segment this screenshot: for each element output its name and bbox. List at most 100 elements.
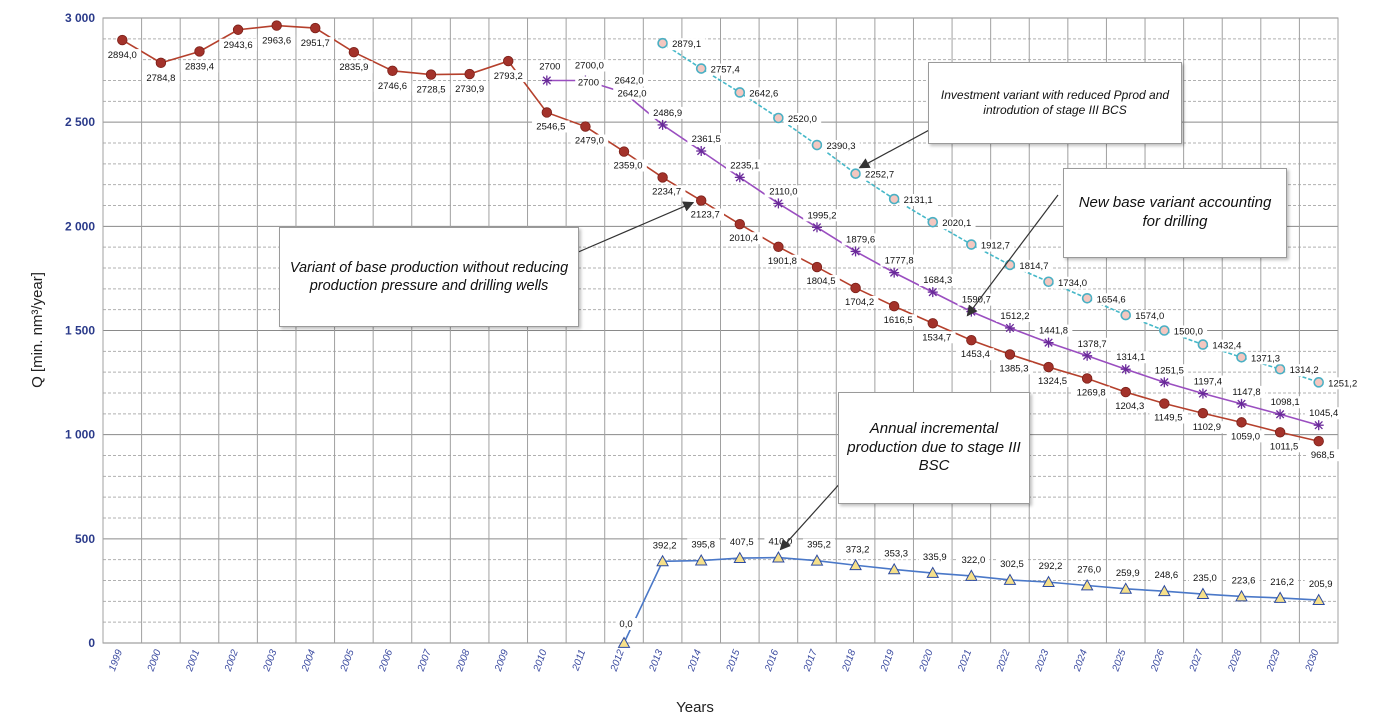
- x-tick-label: 2011: [570, 648, 588, 673]
- data-point-investment: [695, 63, 707, 74]
- data-label-base: 2839,4: [180, 60, 219, 72]
- data-point-incremental: [1235, 589, 1248, 602]
- data-label-investment: 1371,3: [1246, 352, 1285, 365]
- data-point-drilling: [1275, 409, 1286, 420]
- data-label-incremental: 395,2: [802, 538, 835, 551]
- data-point-drilling: [1236, 398, 1247, 409]
- x-tick-label: 1999: [107, 648, 125, 673]
- x-tick-label: 2030: [1303, 648, 1321, 674]
- x-tick-label: 2006: [377, 648, 395, 674]
- svg-text:2728,5: 2728,5: [417, 85, 446, 96]
- arrow-drilling: [966, 194, 1059, 317]
- svg-text:2546,5: 2546,5: [536, 121, 565, 132]
- y-axis-label: Q [min. nm³/year]: [29, 272, 46, 388]
- data-label-drilling: 1777,8: [880, 254, 918, 267]
- data-label-drilling: 1251,5: [1150, 364, 1189, 377]
- svg-text:1654,6: 1654,6: [1097, 294, 1126, 305]
- svg-text:216,2: 216,2: [1270, 577, 1294, 588]
- data-label-investment: 2520,0: [783, 113, 822, 125]
- data-point-investment: [1313, 377, 1325, 388]
- data-label-incremental: 392,2: [648, 539, 681, 552]
- data-point-base: [1313, 436, 1324, 447]
- data-point-investment: [657, 37, 668, 49]
- data-label-base: 2951,7: [296, 37, 335, 50]
- data-point-investment: [966, 239, 977, 250]
- data-point-base: [1120, 386, 1131, 398]
- svg-text:2123,7: 2123,7: [691, 210, 720, 221]
- data-point-incremental: [772, 551, 785, 563]
- data-label-investment: 1912,7: [976, 239, 1015, 252]
- data-label-base: 2234,7: [647, 185, 686, 198]
- data-label-drilling: 1378,7: [1073, 337, 1111, 350]
- svg-text:1251,2: 1251,2: [1328, 378, 1357, 389]
- data-point-base: [696, 195, 707, 206]
- data-point-investment: [734, 87, 746, 98]
- data-point-base: [117, 34, 128, 46]
- data-label-base: 2784,8: [142, 71, 180, 84]
- data-label-drilling: 1684,3: [918, 274, 957, 287]
- data-label-base: 1102,9: [1188, 421, 1226, 434]
- series-layer: [117, 20, 1326, 648]
- svg-text:2894,0: 2894,0: [108, 50, 137, 61]
- svg-text:335,9: 335,9: [923, 552, 947, 563]
- data-label-incremental: 259,9: [1111, 566, 1144, 579]
- data-point-investment: [1274, 363, 1286, 375]
- data-point-base: [194, 46, 205, 57]
- svg-text:1995,2: 1995,2: [807, 210, 836, 221]
- data-label-incremental: 235,0: [1188, 572, 1221, 585]
- x-tick-label: 2020: [917, 648, 935, 674]
- data-point-drilling: [1082, 350, 1093, 361]
- data-label-base: 2963,6: [257, 34, 296, 47]
- y-tick-label: 1 500: [65, 324, 95, 338]
- svg-text:2110,0: 2110,0: [769, 186, 797, 197]
- data-label-investment: 1574,0: [1130, 310, 1169, 323]
- svg-text:392,2: 392,2: [653, 540, 677, 551]
- data-label-base: 2359,0: [609, 159, 647, 172]
- x-tick-label: 2029: [1265, 648, 1283, 674]
- svg-text:1512,2: 1512,2: [1000, 311, 1029, 322]
- svg-text:1453,4: 1453,4: [961, 349, 990, 360]
- data-label-drilling: 1045,4: [1304, 407, 1343, 420]
- x-tick-label: 2028: [1226, 648, 1244, 674]
- data-point-incremental: [887, 562, 901, 575]
- data-label-incremental: 248,6: [1150, 569, 1183, 582]
- data-point-investment: [1197, 339, 1209, 350]
- data-label-investment: 2131,1: [899, 194, 937, 207]
- data-point-drilling: [696, 146, 707, 157]
- data-label-incremental: 302,5: [995, 557, 1028, 570]
- svg-text:2757,4: 2757,4: [711, 65, 740, 76]
- data-point-base: [1236, 417, 1247, 428]
- annotation-new-base-variant: New base variant accounting for drilling: [1063, 168, 1287, 258]
- svg-text:1269,8: 1269,8: [1077, 387, 1106, 398]
- svg-text:2010,4: 2010,4: [729, 233, 758, 244]
- data-point-base: [1004, 349, 1016, 360]
- data-point-base: [657, 172, 668, 183]
- data-label-investment: 1500,0: [1169, 325, 1208, 338]
- svg-text:2879,1: 2879,1: [672, 39, 701, 50]
- svg-text:1314,1: 1314,1: [1116, 352, 1145, 363]
- x-tick-label: 2008: [454, 648, 472, 674]
- data-label-investment: 2642,6: [744, 87, 783, 100]
- data-point-incremental: [1080, 578, 1094, 591]
- data-label-base: 1011,5: [1265, 440, 1303, 453]
- data-point-investment: [811, 139, 823, 151]
- x-tick-label: 2013: [647, 648, 665, 674]
- data-label-drilling: 1512,2: [996, 309, 1034, 322]
- svg-text:2361,5: 2361,5: [692, 134, 721, 145]
- data-point-incremental: [694, 554, 708, 566]
- x-tick-label: 2007: [416, 648, 434, 674]
- data-label-investment: 2252,7: [860, 168, 899, 181]
- svg-text:1324,5: 1324,5: [1038, 376, 1067, 387]
- svg-text:2642,0: 2642,0: [614, 76, 643, 87]
- data-label-drilling: 2486,9: [648, 106, 687, 119]
- data-point-base: [850, 282, 861, 294]
- svg-text:205,9: 205,9: [1309, 579, 1333, 590]
- data-point-investment: [1004, 259, 1016, 271]
- data-point-incremental: [926, 566, 940, 578]
- data-label-drilling-extra: 2642,0: [613, 87, 651, 100]
- data-point-base: [888, 301, 900, 312]
- data-label-drilling: 2110,0: [764, 185, 803, 198]
- data-point-base: [1274, 427, 1286, 438]
- data-point-drilling: [811, 222, 822, 233]
- y-tick-label: 2 000: [65, 219, 95, 233]
